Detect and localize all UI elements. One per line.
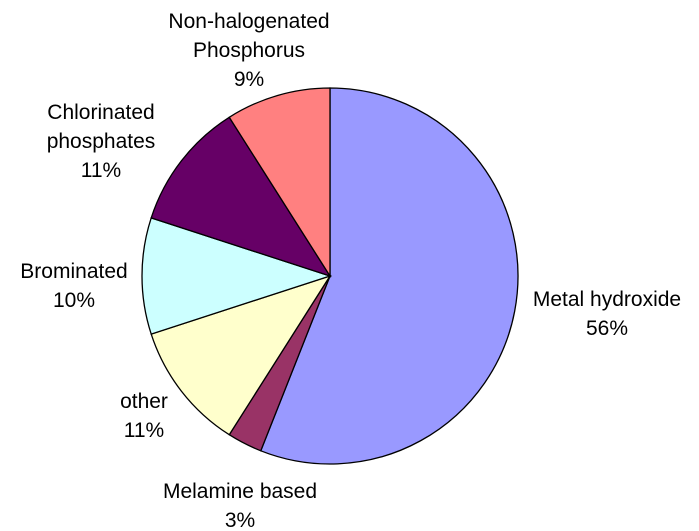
pie-slice-other: [150, 274, 332, 436]
pie-slices: [141, 87, 519, 465]
slice-name-label: Melamine based: [163, 480, 317, 503]
slice-label-brominated: Brominated 10%: [20, 260, 127, 312]
slice-name-label: Phosphorus: [193, 39, 305, 62]
slice-percent-label: 11%: [124, 419, 164, 442]
slice-name-label: Brominated: [20, 260, 127, 283]
slice-percent-label: 11%: [81, 159, 121, 182]
pie-slice-metal-hydroxide: [259, 87, 519, 465]
slice-percent-label: 9%: [234, 68, 264, 91]
slice-name-label: Non-halogenated: [168, 10, 329, 33]
slice-percent-label: 56%: [586, 317, 628, 340]
slice-percent-label: 10%: [53, 289, 95, 312]
slice-label-other: other 11%: [120, 390, 168, 442]
slice-name-label: Metal hydroxide: [533, 288, 681, 311]
slice-label-chlorinated-phosphates: Chlorinated phosphates 11%: [47, 101, 156, 182]
pie-slice-non-halogenated-phosphorus: [228, 87, 331, 279]
slice-label-non-halogenated-phosphorus: Non-halogenated Phosphorus 9%: [168, 10, 329, 91]
pie-slice-chlorinated-phosphates: [150, 116, 332, 278]
pie-labels: Metal hydroxide 56% Melamine based 3% other 1…: [20, 10, 681, 531]
pie-slice-brominated: [141, 217, 333, 335]
slice-name-label: other: [120, 390, 168, 413]
slice-label-melamine-based: Melamine based 3%: [163, 480, 317, 531]
slice-name-label: phosphates: [47, 130, 156, 153]
slice-label-metal-hydroxide: Metal hydroxide 56%: [533, 288, 681, 340]
slice-name-label: Chlorinated: [47, 101, 154, 124]
slice-percent-label: 3%: [225, 509, 255, 531]
